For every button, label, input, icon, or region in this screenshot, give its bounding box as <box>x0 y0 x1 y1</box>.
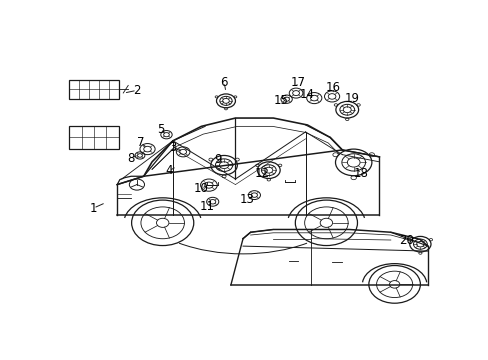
Text: 6: 6 <box>220 76 227 89</box>
Text: 14: 14 <box>299 88 314 101</box>
Text: 4: 4 <box>165 164 173 177</box>
Text: 20: 20 <box>399 234 413 247</box>
Text: 9: 9 <box>214 153 222 166</box>
Text: 3: 3 <box>169 141 176 154</box>
Text: 15: 15 <box>273 94 288 107</box>
Text: 1: 1 <box>89 202 97 215</box>
Text: 8: 8 <box>127 152 135 165</box>
Text: 16: 16 <box>325 81 340 94</box>
Bar <box>69 80 119 99</box>
Text: 19: 19 <box>344 92 359 105</box>
Text: 17: 17 <box>290 76 305 89</box>
Text: 7: 7 <box>137 136 144 149</box>
Text: 5: 5 <box>157 123 164 136</box>
Text: 18: 18 <box>353 167 368 180</box>
Text: 11: 11 <box>199 200 214 213</box>
Text: 13: 13 <box>239 193 254 206</box>
Bar <box>69 126 119 149</box>
Text: 10: 10 <box>194 182 208 195</box>
Text: 12: 12 <box>254 167 269 180</box>
Text: 2: 2 <box>133 84 141 97</box>
